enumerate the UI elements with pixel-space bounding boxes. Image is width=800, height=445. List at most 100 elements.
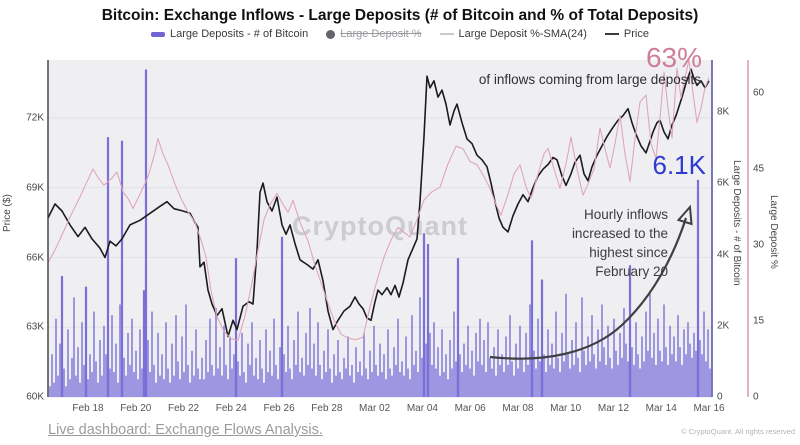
deposit-bar (279, 347, 281, 397)
deposit-bar (669, 325, 671, 397)
deposit-bar (343, 357, 345, 397)
deposit-bar (355, 347, 357, 397)
deposit-bar (261, 368, 263, 397)
deposit-bar (263, 382, 265, 397)
axis-tick-label: 69K (26, 182, 44, 194)
legend-item-large-deposits[interactable]: Large Deposits - # of Bitcoin (151, 28, 308, 40)
deposit-bar (60, 275, 64, 397)
deposit-bar (115, 343, 117, 397)
deposit-bar (403, 375, 405, 397)
deposit-bar (55, 318, 57, 397)
deposit-bar (530, 240, 534, 397)
deposit-bar (175, 315, 177, 397)
deposit-bar (473, 375, 475, 397)
deposit-bar (231, 368, 233, 397)
deposit-bar (155, 382, 157, 397)
chart-title: Bitcoin: Exchange Inflows - Large Deposi… (101, 7, 699, 24)
deposit-bar (645, 311, 647, 397)
deposit-bar (661, 361, 663, 397)
deposit-bar (309, 308, 311, 397)
legend-item-sma[interactable]: Large Deposit %-SMA(24) (439, 28, 587, 40)
deposit-bar (233, 354, 235, 397)
deposit-bar (249, 364, 251, 397)
legend-item-price[interactable]: Price (604, 28, 649, 40)
axis-tick-label: 8K (717, 106, 730, 118)
deposit-bar (257, 379, 259, 397)
deposit-bar (557, 357, 559, 397)
deposit-bar (151, 311, 153, 397)
deposit-bar (529, 304, 531, 397)
legend-item-large-deposit-pct[interactable]: Large Deposit % (326, 28, 422, 40)
deposit-bar (97, 382, 99, 397)
deposit-bar (223, 325, 225, 397)
deposit-bar (125, 375, 127, 397)
deposit-bar (101, 375, 103, 397)
annotation-caption: of inflows coming from large deposits (478, 72, 701, 87)
deposit-bar (111, 315, 113, 397)
deposit-bar (667, 364, 669, 397)
deposit-bar (617, 364, 619, 397)
deposit-bar (489, 357, 491, 397)
deposit-bar (241, 332, 243, 397)
deposit-bar (79, 382, 81, 397)
deposit-bar (663, 304, 665, 397)
line-marker-icon (439, 33, 454, 35)
deposit-bar (609, 357, 611, 397)
deposit-bar (527, 364, 529, 397)
deposit-bar (280, 236, 284, 397)
deposit-bar (425, 343, 427, 397)
deposit-bar (73, 297, 75, 397)
deposit-bar (325, 372, 327, 397)
deposit-bar (517, 368, 519, 397)
deposit-bar (103, 325, 105, 397)
deposit-bar (269, 350, 271, 397)
x-axis-tick-label: Mar 10 (550, 403, 582, 414)
x-axis-tick-label: Mar 14 (645, 403, 677, 414)
deposit-bar (563, 361, 565, 397)
deposit-bar (519, 325, 521, 397)
deposit-bar (651, 357, 653, 397)
deposit-bar (285, 372, 287, 397)
deposit-bar (383, 354, 385, 397)
deposit-bar (621, 357, 623, 397)
deposit-bar (607, 325, 609, 397)
deposit-bar (219, 347, 221, 397)
deposit-bar (353, 382, 355, 397)
deposit-bar (483, 340, 485, 397)
axis-tick-label: 45 (753, 163, 765, 175)
deposit-bar (99, 340, 101, 397)
deposit-bar (641, 336, 643, 397)
deposit-bar (317, 322, 319, 397)
deposit-bar (377, 375, 379, 397)
deposit-bar (305, 332, 307, 397)
deposit-bar (503, 372, 505, 397)
annotation-note: Hourly inflows increased to the highest si… (488, 205, 668, 281)
line-marker-icon (604, 33, 619, 35)
deposit-bar (505, 336, 507, 397)
deposit-bar (337, 340, 339, 397)
deposit-bar (253, 375, 255, 397)
deposit-bar (611, 368, 613, 397)
deposit-bar (120, 140, 124, 397)
deposit-bar (407, 368, 409, 397)
dashboard-link[interactable]: Live dashboard: Exchange Flows Analysis. (48, 422, 323, 438)
deposit-bar (227, 379, 229, 397)
deposit-bar (479, 318, 481, 397)
legend: Large Deposits - # of Bitcoin Large Depo… (0, 28, 800, 40)
deposit-bar (341, 379, 343, 397)
deposit-bar (521, 357, 523, 397)
deposit-bar (209, 318, 211, 397)
deposit-bar (477, 361, 479, 397)
deposit-bar (177, 361, 179, 397)
x-axis-tick-label: Mar 06 (454, 403, 486, 414)
annotation-6-1k: 6.1K (652, 150, 707, 180)
deposit-bar (171, 343, 173, 397)
deposit-bar (349, 375, 351, 397)
deposit-bar (213, 375, 215, 397)
circle-marker-icon (326, 29, 336, 39)
deposit-bar (385, 379, 387, 397)
deposit-bar (685, 354, 687, 397)
deposit-bar (687, 322, 689, 397)
deposit-bar (415, 350, 417, 397)
left-axis-title: Price ($) (2, 194, 13, 232)
